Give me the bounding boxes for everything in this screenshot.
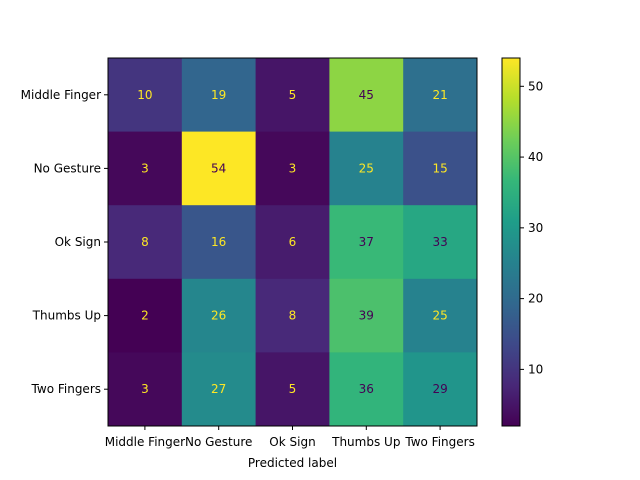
cell-value-label: 25 xyxy=(432,309,447,323)
cell-value-label: 16 xyxy=(211,235,226,249)
heatmap-cell xyxy=(329,278,404,353)
heatmap-cell xyxy=(403,58,478,133)
x-axis-title: Predicted label xyxy=(248,456,337,470)
cell-value-label: 10 xyxy=(137,88,152,102)
cell-value-label: 21 xyxy=(432,88,447,102)
cell-value-label: 3 xyxy=(141,161,149,175)
x-tick-label: Middle Finger xyxy=(105,435,185,449)
heatmap-cell xyxy=(108,205,183,280)
heatmap-cell xyxy=(403,278,478,353)
cell-value-label: 26 xyxy=(211,309,226,323)
x-tick-label: Two Fingers xyxy=(404,435,474,449)
cell-value-label: 37 xyxy=(359,235,374,249)
x-tick-label: No Gesture xyxy=(185,435,252,449)
heatmap-cell xyxy=(181,131,257,206)
heatmap-cell-labels: 10 19 5 45 21 3 54 3 25 15 8 16 6 37 33 2 26 8 39 25 3 27 5 36 2… xyxy=(137,88,447,396)
cell-value-label: 33 xyxy=(432,235,447,249)
y-tick-label: Ok Sign xyxy=(55,235,101,249)
heatmap-cell xyxy=(255,278,330,353)
heatmap-cell xyxy=(403,205,478,280)
cell-value-label: 39 xyxy=(359,309,374,323)
cell-value-label: 2 xyxy=(141,309,149,323)
heatmap-cell xyxy=(255,58,330,133)
heatmap-cell xyxy=(181,205,257,280)
y-tick-label: Thumbs Up xyxy=(32,309,101,323)
y-tick-label: Middle Finger xyxy=(21,88,101,102)
cell-value-label: 3 xyxy=(141,382,149,396)
cell-value-label: 36 xyxy=(359,382,374,396)
heatmap-cell xyxy=(329,58,404,133)
cell-value-label: 45 xyxy=(359,88,374,102)
colorbar-tick-label: 20 xyxy=(528,292,543,306)
x-tick-label: Thumbs Up xyxy=(331,435,400,449)
cell-value-label: 25 xyxy=(359,161,374,175)
colorbar-ticks: 10 20 30 40 50 xyxy=(520,79,543,376)
heatmap-cell xyxy=(329,205,404,280)
heatmap-cell xyxy=(329,352,404,427)
cell-value-label: 19 xyxy=(211,88,226,102)
cell-value-label: 8 xyxy=(289,309,297,323)
x-tick-label: Ok Sign xyxy=(269,435,315,449)
cell-value-label: 27 xyxy=(211,382,226,396)
cell-value-label: 6 xyxy=(289,235,297,249)
heatmap-cell xyxy=(108,131,183,206)
colorbar-tick-label: 10 xyxy=(528,362,543,376)
cell-value-label: 15 xyxy=(432,161,447,175)
colorbar-tick-label: 30 xyxy=(528,221,543,235)
heatmap-cell xyxy=(181,278,257,353)
cell-value-label: 5 xyxy=(289,88,297,102)
heatmap-cell xyxy=(329,131,404,206)
cell-value-label: 3 xyxy=(289,161,297,175)
y-tick-label: No Gesture xyxy=(34,161,101,175)
y-axis-ticks: Middle Finger No Gesture Ok Sign Thumbs Up T… xyxy=(21,88,108,396)
cell-value-label: 8 xyxy=(141,235,149,249)
heatmap-cell xyxy=(181,58,257,133)
heatmap-cell xyxy=(255,205,330,280)
colorbar-tick-label: 40 xyxy=(528,150,543,164)
cell-value-label: 54 xyxy=(211,161,226,175)
heatmap-cell xyxy=(108,352,183,427)
heatmap-cell xyxy=(403,352,478,427)
heatmap-cells xyxy=(108,58,478,427)
colorbar xyxy=(501,57,521,427)
cell-value-label: 5 xyxy=(289,382,297,396)
heatmap-cell xyxy=(255,131,330,206)
x-axis-ticks: Middle Finger No Gesture Ok Sign Thumbs Up T… xyxy=(105,426,475,449)
heatmap-cell xyxy=(108,58,183,133)
y-tick-label: Two Fingers xyxy=(31,382,101,396)
cell-value-label: 29 xyxy=(432,382,447,396)
heatmap-cell xyxy=(181,352,257,427)
heatmap-cell xyxy=(403,131,478,206)
heatmap-cell xyxy=(255,352,330,427)
heatmap-cell xyxy=(108,278,183,353)
colorbar-tick-label: 50 xyxy=(528,79,543,93)
